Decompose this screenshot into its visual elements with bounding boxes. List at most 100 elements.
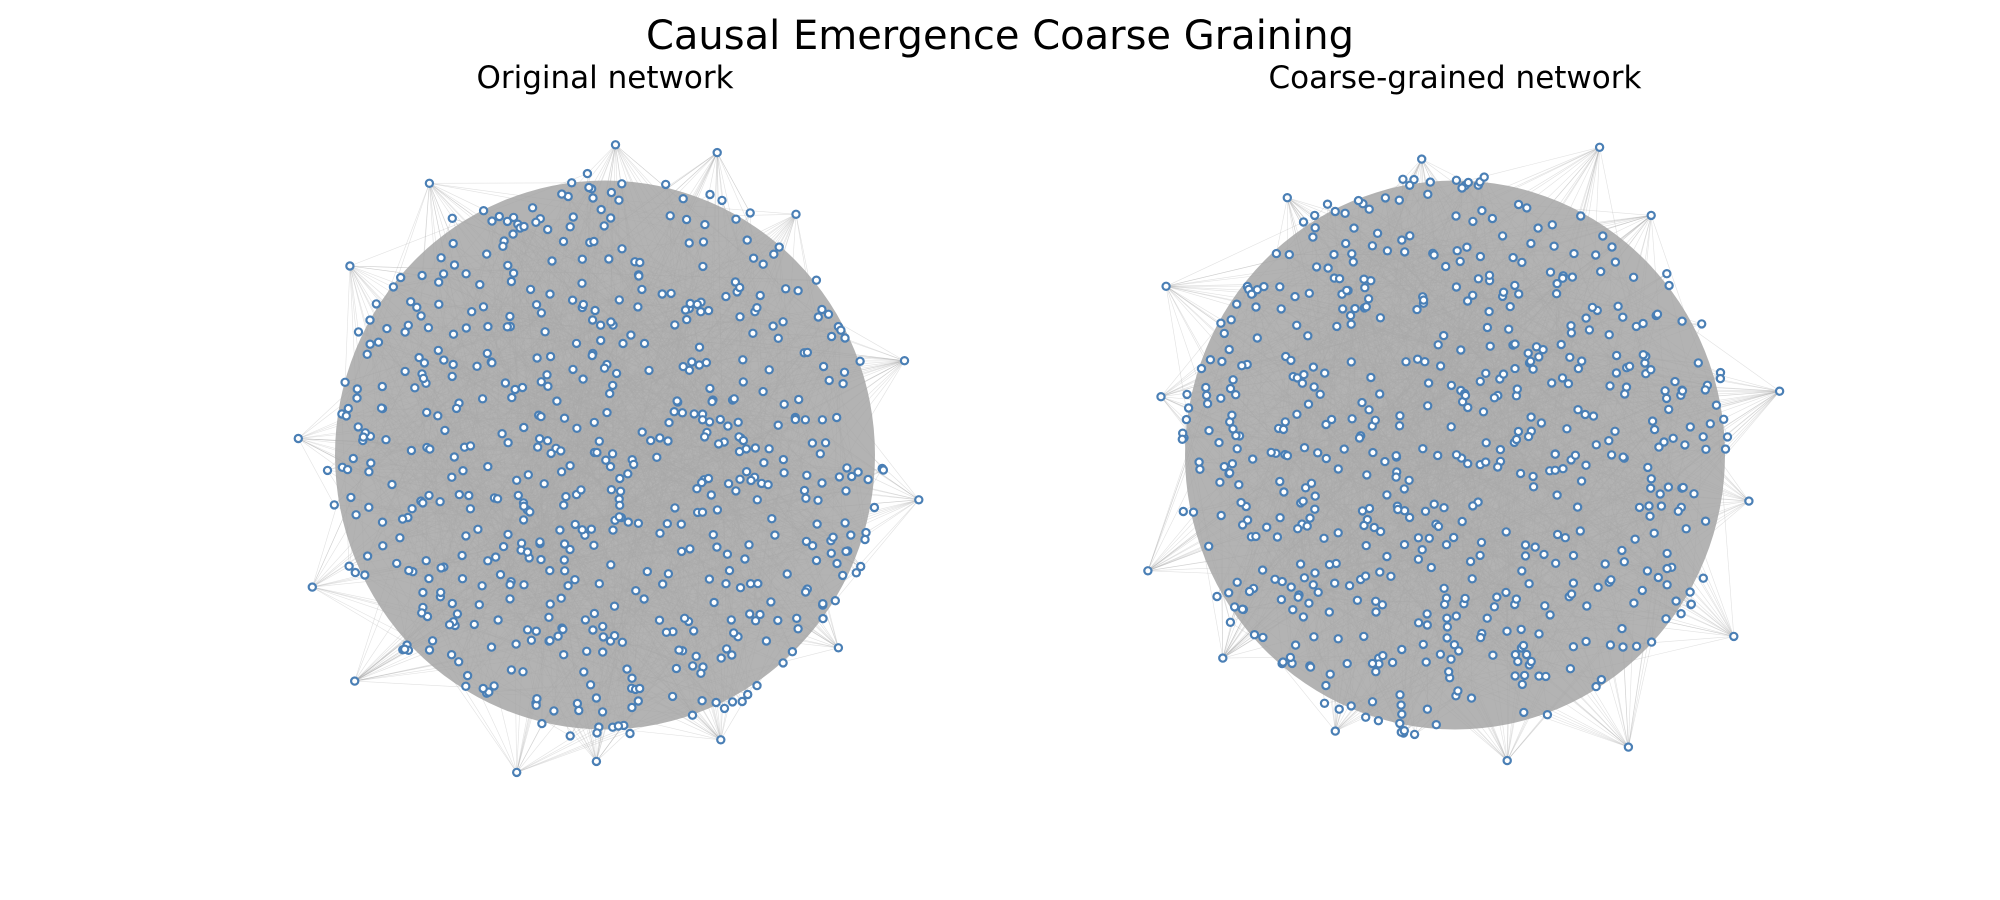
node (711, 697, 721, 708)
node (716, 735, 726, 745)
node (1404, 180, 1415, 190)
node (1306, 478, 1317, 488)
node (1349, 223, 1359, 233)
node (531, 300, 542, 310)
node (1161, 281, 1171, 291)
node (1481, 368, 1491, 378)
node (1545, 610, 1555, 620)
node (1143, 566, 1153, 576)
node (1367, 697, 1378, 707)
node (1446, 654, 1456, 664)
node (1361, 540, 1371, 551)
node (1522, 203, 1532, 213)
node (1285, 652, 1296, 663)
node (1460, 390, 1471, 401)
node (1382, 551, 1392, 562)
node (1374, 389, 1385, 399)
node (787, 647, 798, 657)
node (1451, 611, 1462, 621)
node-group (1143, 142, 1785, 766)
node (1550, 558, 1561, 569)
node (699, 432, 710, 442)
node (1324, 607, 1335, 617)
node (591, 693, 602, 703)
node (307, 582, 317, 592)
node (631, 586, 641, 596)
node (1315, 389, 1325, 399)
node (418, 587, 428, 598)
node (793, 286, 803, 296)
node (532, 694, 542, 704)
node (1399, 247, 1410, 257)
node (817, 478, 827, 488)
node (1467, 574, 1477, 584)
node (1473, 274, 1484, 284)
node (502, 216, 513, 227)
node (1422, 620, 1433, 630)
node (855, 356, 865, 366)
node (1228, 375, 1238, 385)
node (727, 697, 738, 707)
node (741, 467, 752, 477)
node (1302, 521, 1312, 531)
node (1581, 636, 1591, 647)
node (407, 504, 417, 514)
node (625, 728, 635, 739)
node (663, 436, 673, 446)
node (1645, 483, 1656, 493)
node (1236, 497, 1246, 508)
node (340, 377, 350, 387)
node (364, 467, 374, 477)
node (589, 540, 599, 551)
node (1552, 529, 1563, 540)
node (1310, 568, 1320, 578)
node (1582, 601, 1592, 611)
node (627, 702, 637, 713)
node (552, 396, 562, 406)
node (627, 673, 637, 683)
node (1201, 382, 1211, 393)
node (1373, 716, 1384, 726)
node (1519, 707, 1529, 718)
node (439, 355, 449, 365)
node (1346, 701, 1356, 711)
node (1219, 461, 1230, 472)
node (400, 366, 410, 377)
node (1511, 434, 1522, 445)
node (694, 360, 705, 370)
node (1345, 310, 1356, 321)
node (768, 321, 778, 331)
node (1575, 211, 1586, 221)
node (373, 337, 384, 347)
node (1693, 358, 1704, 368)
node (454, 489, 464, 500)
node (444, 620, 455, 630)
node (526, 635, 537, 646)
node (1634, 502, 1645, 513)
edge-group (298, 144, 920, 773)
node (813, 495, 823, 505)
node (761, 636, 772, 646)
node (1350, 303, 1360, 314)
node (1332, 321, 1342, 332)
node (1513, 199, 1524, 210)
node (764, 365, 774, 375)
node (704, 574, 715, 584)
node (1540, 601, 1550, 611)
node (382, 323, 392, 334)
node (763, 480, 773, 490)
node (1232, 444, 1242, 454)
node (400, 644, 410, 654)
node (377, 381, 387, 392)
node (592, 728, 602, 738)
node (1475, 376, 1486, 387)
node (1605, 640, 1616, 650)
node (1552, 490, 1562, 500)
node (1418, 639, 1429, 650)
node (1526, 656, 1536, 667)
node (1744, 496, 1754, 506)
node (513, 490, 524, 501)
node (696, 307, 706, 317)
node (1590, 250, 1601, 260)
node (1271, 248, 1282, 259)
